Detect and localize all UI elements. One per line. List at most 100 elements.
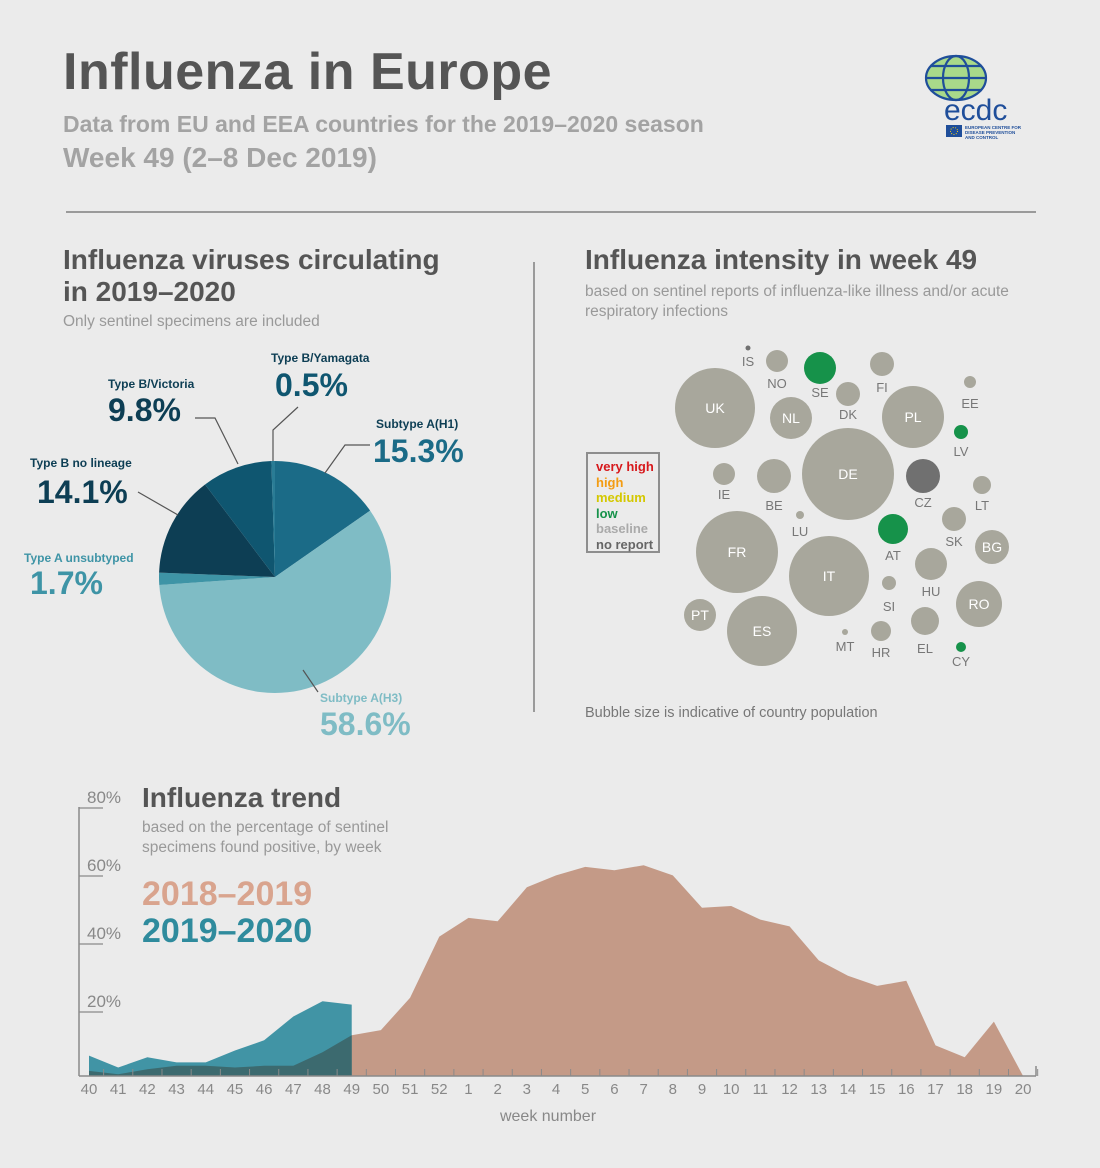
pie-slice-4	[205, 461, 275, 577]
bubble-circle	[796, 511, 804, 519]
viruses-note: Only sentinel specimens are included	[63, 313, 320, 330]
section-divider	[533, 262, 535, 712]
country-label: CZ	[914, 495, 931, 510]
pie-leader-line	[137, 491, 179, 516]
country-label: CY	[952, 654, 970, 669]
x-tick-label: 19	[986, 1081, 1003, 1098]
x-tick-label: 52	[431, 1081, 448, 1098]
viruses-title: Influenza viruses circulating in 2019–20…	[63, 244, 440, 308]
country-label: ES	[753, 623, 772, 639]
bubble-circle	[964, 376, 976, 388]
country-label: SI	[883, 599, 895, 614]
pie-slice-value: 15.3%	[373, 433, 464, 469]
country-bubble-pt: PT	[684, 599, 716, 631]
country-label: NL	[782, 410, 800, 426]
x-tick-label: 17	[927, 1081, 944, 1098]
country-bubble-lv: LV	[954, 425, 969, 459]
country-bubble-es: ES	[727, 596, 797, 666]
country-label: SE	[811, 385, 829, 400]
pie-slice-value: 14.1%	[37, 474, 128, 510]
country-bubble-de: DE	[802, 428, 894, 520]
x-tick-label: 46	[256, 1081, 273, 1098]
week-label: Week 49 (2–8 Dec 2019)	[63, 142, 377, 173]
x-tick-label: 4	[552, 1081, 560, 1098]
x-tick-label: 15	[869, 1081, 886, 1098]
bubble-circle	[973, 476, 991, 494]
country-bubble-si: SI	[882, 576, 896, 614]
country-bubble-se: SE	[804, 352, 836, 400]
y-tick-label: 60%	[87, 856, 121, 875]
country-label: DE	[838, 466, 857, 482]
country-bubble-cz: CZ	[906, 459, 940, 510]
country-label: MT	[836, 639, 855, 654]
x-tick-label: 44	[197, 1081, 214, 1098]
bubble-circle	[956, 642, 966, 652]
intensity-bubble-chart: IS NO SE FI EE UK NL DK PL LV IE BE DE CZ LT LU AT SK BG FR…	[675, 345, 1009, 669]
x-tick-label: 51	[402, 1081, 419, 1098]
country-label: SK	[945, 534, 963, 549]
page-subtitle: Data from EU and EEA countries for the 2…	[63, 111, 704, 137]
intensity-subtitle-line2: respiratory infections	[585, 303, 729, 320]
x-tick-label: 14	[840, 1081, 857, 1098]
country-bubble-hu: HU	[915, 548, 947, 599]
x-tick-label: 49	[343, 1081, 360, 1098]
country-label: HU	[922, 584, 941, 599]
bubble-circle	[684, 599, 716, 631]
country-bubble-dk: DK	[836, 382, 860, 422]
x-tick-label: 50	[373, 1081, 390, 1098]
svg-text:ecdc: ecdc	[944, 94, 1007, 127]
country-label: HR	[872, 645, 891, 660]
country-label: LU	[792, 524, 809, 539]
bubble-circle	[757, 459, 791, 493]
x-tick-label: 16	[898, 1081, 915, 1098]
intensity-footnote: Bubble size is indicative of country pop…	[585, 705, 878, 721]
x-tick-label: 18	[956, 1081, 973, 1098]
legend-item-low: low	[596, 505, 618, 521]
pie-slice-0	[275, 461, 371, 577]
x-tick-label: 5	[581, 1081, 589, 1098]
country-label: BG	[982, 539, 1002, 555]
bubble-circle	[906, 459, 940, 493]
pie-slice-value: 1.7%	[30, 565, 103, 601]
area-series-2019–2020	[89, 1001, 352, 1076]
country-label: AT	[885, 548, 901, 563]
country-bubble-hr: HR	[871, 621, 891, 660]
country-label: IS	[742, 354, 755, 369]
series-label-2018-2019: 2018–2019	[142, 875, 313, 913]
pie-slice-label: Type B/Victoria	[108, 377, 195, 391]
x-tick-label: 43	[168, 1081, 185, 1098]
pie-leader-line	[302, 669, 319, 693]
y-tick-label: 40%	[87, 924, 121, 943]
country-bubble-el: EL	[911, 607, 939, 656]
x-tick-label: 7	[639, 1081, 647, 1098]
country-bubble-ro: RO	[956, 581, 1002, 627]
x-tick-label: 10	[723, 1081, 740, 1098]
pie-slice-value: 0.5%	[275, 367, 348, 403]
page-title: Influenza in Europe	[63, 43, 553, 101]
x-axis-label: week number	[499, 1108, 597, 1125]
y-tick-label: 20%	[87, 992, 121, 1011]
pie-slice-5	[271, 461, 275, 577]
country-label: EE	[961, 396, 979, 411]
intensity-subtitle-line1: based on sentinel reports of influenza-l…	[585, 283, 1009, 300]
virus-pie-chart: Subtype A(H1) 15.3% Subtype A(H3)58.6% Type…	[24, 351, 464, 742]
country-label: BE	[765, 498, 783, 513]
bubble-circle	[696, 511, 778, 593]
country-label: RO	[969, 596, 990, 612]
country-bubble-no: NO	[766, 350, 788, 391]
x-tick-label: 11	[753, 1081, 769, 1098]
overlap-area	[89, 1035, 352, 1076]
x-tick-label: 6	[610, 1081, 618, 1098]
country-bubble-mt: MT	[836, 629, 855, 654]
intensity-subtitle: based on sentinel reports of influenza-l…	[585, 282, 1009, 322]
x-tick-label: 13	[810, 1081, 827, 1098]
country-bubble-lu: LU	[792, 511, 809, 539]
country-bubble-fr: FR	[696, 511, 778, 593]
ecdc-logo: ecdc EUROPEAN CENTRE FOR DISEASE PREVENT…	[922, 52, 1026, 147]
svg-text:AND CONTROL: AND CONTROL	[965, 135, 998, 140]
country-label: UK	[705, 400, 725, 416]
country-label: EL	[917, 641, 933, 656]
pie-leader-line	[195, 417, 239, 465]
pie-slice-label: Subtype A(H1)	[376, 417, 458, 431]
bubble-circle	[727, 596, 797, 666]
